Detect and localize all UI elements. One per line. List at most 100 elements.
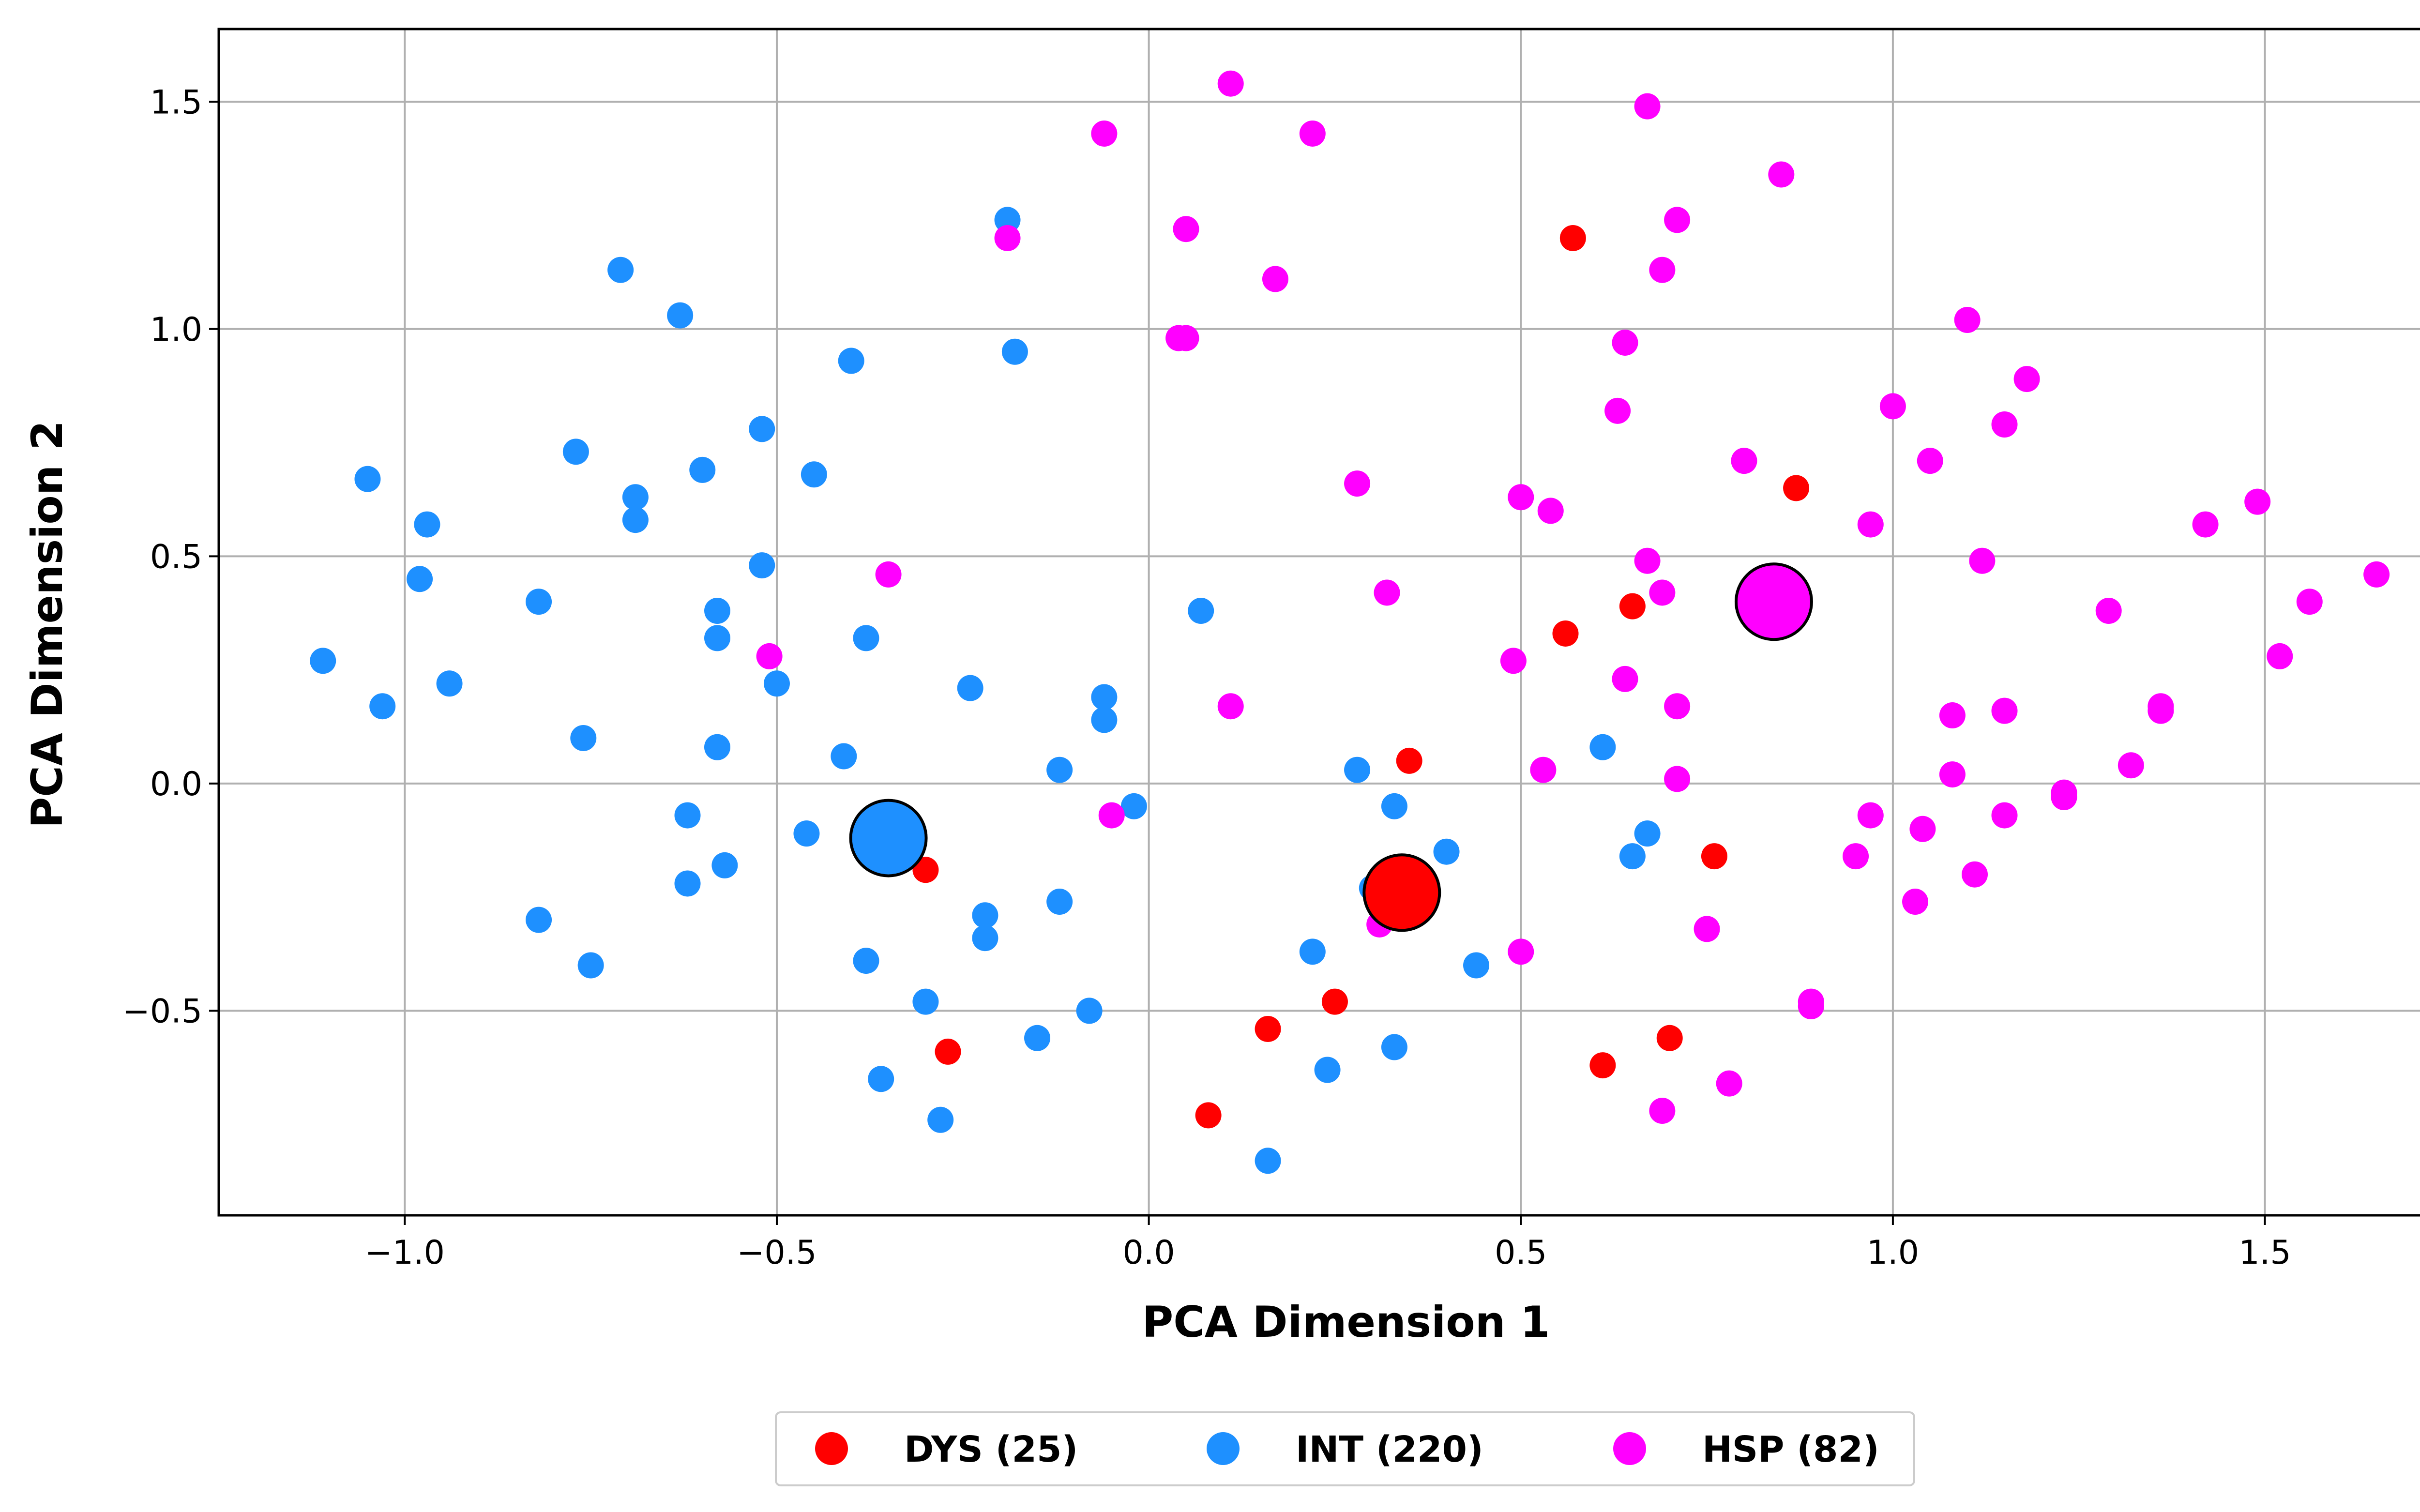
data-point-hsp	[2148, 697, 2174, 724]
data-point-int	[607, 257, 634, 283]
data-point-int	[1091, 707, 1118, 733]
y-tick-label: 0.0	[150, 765, 202, 803]
data-point-int	[1463, 952, 1490, 979]
legend-label-hsp: HSP (82)	[1702, 1429, 1879, 1470]
data-point-dys	[1321, 988, 1348, 1015]
data-point-hsp	[1649, 579, 1676, 606]
data-point-int	[957, 675, 983, 701]
data-point-hsp	[1909, 816, 1936, 842]
data-point-dys	[1619, 593, 1646, 620]
data-point-int	[763, 670, 790, 697]
data-point-int	[1381, 793, 1407, 819]
data-point-int	[711, 852, 738, 878]
data-point-int	[1299, 938, 1326, 965]
data-point-hsp	[756, 643, 783, 669]
data-point-hsp	[1173, 216, 1199, 242]
data-point-int	[704, 734, 730, 760]
data-point-int	[689, 456, 716, 483]
centroid-dys	[1362, 853, 1441, 932]
data-point-int	[801, 461, 827, 488]
plot-area-frame	[217, 28, 2420, 1217]
x-axis-label: PCA Dimension 1	[1142, 1297, 1550, 1347]
data-point-hsp	[2296, 589, 2323, 615]
data-point-dys	[1396, 747, 1422, 774]
data-point-int	[749, 552, 775, 579]
data-point-int	[1046, 889, 1073, 915]
data-point-int	[1001, 338, 1028, 365]
y-tick-label: −0.5	[122, 992, 202, 1030]
centroid-hsp	[1734, 562, 1813, 641]
data-point-int	[831, 743, 857, 770]
data-point-int	[562, 438, 589, 465]
x-tick-label: −0.5	[737, 1234, 817, 1272]
data-point-int	[369, 693, 396, 720]
data-point-hsp	[1374, 579, 1400, 606]
data-point-dys	[1656, 1025, 1683, 1051]
x-tick-label: 1.5	[2238, 1234, 2291, 1272]
data-point-hsp	[1508, 938, 1534, 965]
data-point-int	[704, 625, 730, 651]
data-point-hsp	[2118, 752, 2144, 779]
data-point-hsp	[2244, 488, 2271, 515]
data-point-hsp	[1798, 993, 1824, 1020]
data-point-hsp	[1634, 93, 1661, 120]
data-point-hsp	[1344, 470, 1371, 497]
data-point-int	[1076, 998, 1103, 1024]
y-tick-label: 1.5	[150, 83, 202, 121]
data-point-int	[414, 511, 440, 538]
data-point-int	[674, 802, 701, 829]
y-tick-label: 0.5	[150, 538, 202, 576]
data-point-hsp	[1664, 693, 1691, 720]
data-point-hsp	[1664, 207, 1691, 233]
data-point-hsp	[1694, 916, 1720, 942]
data-point-hsp	[875, 561, 902, 588]
data-point-int	[667, 302, 694, 329]
data-point-int	[1046, 756, 1073, 783]
data-point-int	[407, 566, 433, 592]
data-point-hsp	[1991, 802, 2018, 829]
data-point-hsp	[1612, 665, 1638, 692]
data-point-dys	[1552, 620, 1579, 647]
data-point-int	[1024, 1025, 1051, 1051]
data-point-hsp	[1217, 693, 1244, 720]
data-point-hsp	[1604, 397, 1631, 424]
data-point-hsp	[1879, 393, 1906, 420]
data-point-hsp	[2051, 784, 2077, 811]
data-point-int	[994, 207, 1021, 233]
data-point-int	[1433, 838, 1460, 865]
data-point-hsp	[1091, 120, 1118, 147]
data-point-hsp	[1634, 547, 1661, 574]
data-point-hsp	[1262, 266, 1288, 292]
data-point-dys	[1589, 1052, 1616, 1079]
legend-marker-int	[1207, 1432, 1240, 1465]
data-point-hsp	[2267, 643, 2293, 669]
data-point-hsp	[1969, 547, 1996, 574]
data-point-int	[674, 870, 701, 897]
data-point-hsp	[1991, 697, 2018, 724]
data-point-hsp	[1508, 484, 1534, 511]
grid-lines	[219, 29, 2420, 1215]
data-point-dys	[1783, 475, 1810, 501]
x-tick-label: −1.0	[365, 1234, 445, 1272]
data-point-int	[793, 820, 820, 847]
data-point-hsp	[1716, 1070, 1742, 1097]
data-point-int	[838, 348, 864, 374]
data-point-int	[577, 952, 604, 979]
data-point-hsp	[1917, 448, 1943, 474]
centroids	[849, 562, 1813, 932]
data-point-int	[1344, 756, 1371, 783]
legend-marker-hsp	[1613, 1432, 1646, 1465]
data-point-hsp	[1664, 766, 1691, 792]
data-point-int	[1188, 598, 1214, 624]
x-tick-label: 0.0	[1123, 1234, 1175, 1272]
data-point-hsp	[1217, 70, 1244, 97]
data-point-dys	[1255, 1015, 1281, 1042]
data-point-dys	[935, 1038, 961, 1065]
x-tick-label: 1.0	[1867, 1234, 1919, 1272]
data-point-int	[310, 648, 336, 674]
data-point-hsp	[1173, 325, 1199, 351]
data-point-hsp	[994, 225, 1021, 251]
data-point-hsp	[1857, 802, 1884, 829]
data-point-int	[704, 598, 730, 624]
